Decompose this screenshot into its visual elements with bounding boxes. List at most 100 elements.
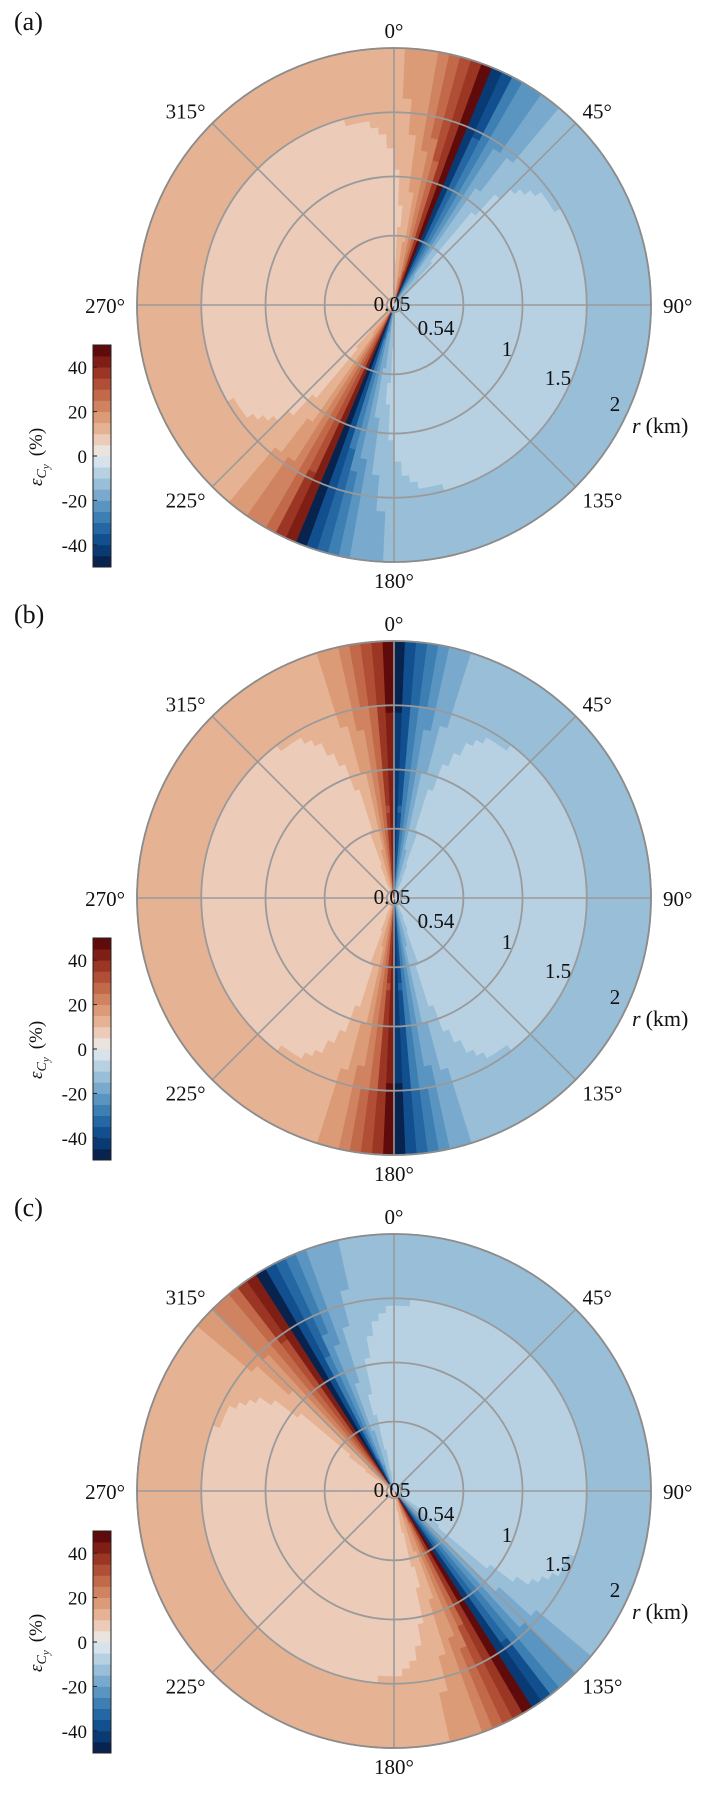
heatmap-cell [550, 304, 559, 313]
heatmap-cell [534, 278, 543, 287]
heatmap-cell [412, 517, 424, 526]
heatmap-cell [607, 295, 616, 306]
heatmap-cell [401, 119, 411, 128]
heatmap-cell [272, 309, 281, 316]
heatmap-cell [222, 304, 231, 313]
heatmap-cell [237, 324, 247, 333]
heatmap-cell [180, 322, 190, 334]
heatmap-cell [529, 298, 538, 306]
heatmap-cell [215, 289, 224, 298]
heatmap-cell [370, 126, 380, 136]
heatmap-cell [586, 295, 595, 306]
heatmap-cell [536, 304, 545, 312]
heatmap-cell [556, 282, 566, 292]
heatmap-cell [236, 290, 245, 299]
heatmap-cell [379, 454, 388, 463]
heatmap-cell [629, 294, 638, 306]
heatmap-cell [293, 308, 302, 315]
heatmap-cell [386, 219, 391, 228]
heatmap-cell [407, 141, 416, 150]
heatmap-cell [165, 284, 174, 296]
heatmap-cell [535, 291, 545, 300]
heatmap-cell [386, 133, 395, 142]
heatmap-cell [407, 133, 417, 143]
heatmap-cell [380, 154, 389, 164]
heatmap-cell [385, 119, 395, 128]
heatmap-cell [393, 161, 401, 170]
heatmap-cell [635, 315, 644, 328]
heatmap-cell [374, 83, 385, 92]
heatmap-cell [598, 322, 608, 334]
heatmap-cell [393, 83, 404, 92]
heatmap-cell [606, 275, 615, 287]
heatmap-cell [215, 304, 224, 314]
heatmap-cell [529, 304, 538, 312]
heatmap-cell [412, 77, 425, 86]
heatmap-cell [393, 54, 406, 63]
heatmap-cell [413, 452, 422, 462]
heatmap-cell [393, 518, 404, 527]
heatmap-cell [382, 547, 395, 556]
heatmap-cell [599, 313, 609, 324]
heatmap-cell [158, 304, 167, 316]
heatmap-cell [379, 461, 388, 470]
heatmap-cell [621, 314, 630, 326]
heatmap-cell [379, 147, 388, 156]
heatmap-cell [402, 510, 413, 520]
heatmap-cell [408, 474, 418, 484]
heatmap-cell [543, 290, 552, 299]
heatmap-cell [593, 295, 602, 306]
heatmap-cell [173, 275, 182, 287]
heatmap-cell [557, 304, 566, 313]
heatmap-cell [550, 290, 559, 299]
heatmap-cell [186, 295, 195, 306]
heatmap-cell [393, 147, 402, 156]
heatmap-cell [406, 453, 415, 462]
heatmap-cell [403, 83, 414, 92]
heatmap-cell [383, 525, 395, 534]
heatmap-cell [381, 439, 389, 448]
heatmap-cell [614, 284, 623, 296]
heatmap-cell [150, 294, 159, 306]
heatmap-cell [378, 126, 387, 135]
heatmap-cell [404, 55, 417, 64]
heatmap-cell [557, 289, 566, 299]
heatmap-cell [403, 410, 410, 420]
heatmap-cell [411, 502, 422, 512]
heatmap-cell [407, 467, 417, 477]
heatmap-cell [373, 148, 382, 157]
heatmap-cell [571, 312, 580, 322]
heatmap-cell [379, 140, 388, 149]
heatmap-cell [556, 318, 566, 328]
heatmap-cell [387, 440, 395, 449]
heatmap-cell [543, 304, 552, 313]
heatmap-cell [629, 304, 638, 316]
heatmap-cell [403, 532, 415, 541]
heatmap-cell [507, 309, 516, 316]
heatmap-cell [385, 211, 391, 220]
heatmap-cell [165, 304, 174, 316]
heatmap-cell [399, 154, 408, 164]
heatmap-cell [406, 446, 414, 455]
heatmap-cell [208, 288, 217, 298]
heatmap-cell [373, 525, 385, 534]
heatmap-cell [375, 90, 386, 100]
heatmap-cell [528, 286, 537, 294]
heatmap-cell [621, 304, 630, 316]
heatmap-cell [265, 299, 274, 306]
heatmap-cell [386, 468, 395, 477]
heatmap-cell [393, 76, 405, 85]
heatmap-cell [272, 314, 282, 322]
heatmap-cell [373, 69, 385, 78]
heatmap-cell [251, 316, 260, 324]
heatmap-cell [400, 454, 409, 463]
heatmap-cell [387, 169, 395, 177]
heatmap-cell [244, 317, 253, 325]
heatmap-cell [378, 468, 388, 477]
heatmap-cell [286, 309, 295, 315]
heatmap-cell [403, 417, 411, 427]
heatmap-cell [542, 317, 551, 326]
heatmap-cell [371, 546, 384, 555]
heatmap-cell [393, 461, 402, 470]
heatmap-cell [407, 460, 416, 469]
